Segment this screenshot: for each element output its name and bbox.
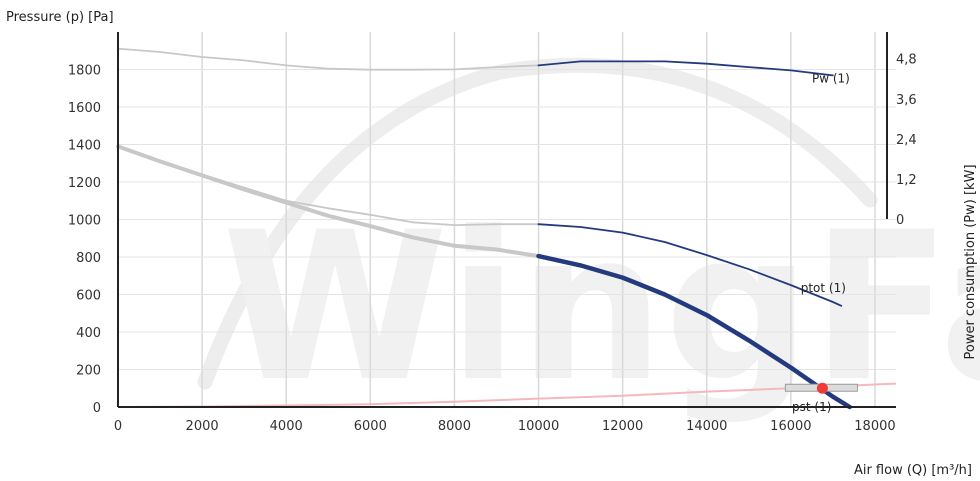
x-tick-label: 14000 bbox=[686, 419, 727, 434]
x-tick-label: 6000 bbox=[354, 419, 387, 434]
y-tick-label: 1000 bbox=[68, 214, 101, 229]
x-tick-label: 12000 bbox=[602, 419, 643, 434]
operating-point bbox=[816, 382, 828, 394]
operating-point-group bbox=[784, 382, 858, 394]
y2-tick-label: 3,6 bbox=[896, 93, 917, 108]
curve-pw-1-extended bbox=[117, 47, 540, 71]
y-axis-title: Pressure (p) [Pa] bbox=[6, 10, 114, 25]
x-tick-label: 0 bbox=[114, 419, 122, 434]
y2-tick-label: 0 bbox=[896, 213, 904, 228]
axes bbox=[117, 32, 896, 408]
y-tick-label: 400 bbox=[76, 326, 101, 341]
y2-axis-title: Power consumption (Pw) [kW] bbox=[963, 164, 978, 359]
x-tick-label: 4000 bbox=[270, 419, 303, 434]
curve-pw-1-operating bbox=[537, 60, 834, 77]
y2-tick-label: 2,4 bbox=[896, 133, 917, 148]
x-tick-label: 2000 bbox=[186, 419, 219, 434]
curve-label: Pw (1) bbox=[812, 71, 850, 85]
y-tick-label: 800 bbox=[76, 251, 101, 266]
curve-label: ptot (1) bbox=[801, 281, 846, 295]
x-tick-label: 8000 bbox=[438, 419, 471, 434]
grid bbox=[118, 32, 896, 407]
curve-labels: Pw (1) ptot (1) pst (1) bbox=[792, 71, 850, 414]
curve-pst-1-extended bbox=[116, 144, 541, 259]
x-tick-label: 18000 bbox=[854, 419, 895, 434]
x-tick-label: 10000 bbox=[518, 419, 559, 434]
curve-ptot-1-operating bbox=[537, 223, 843, 307]
y-tick-label: 600 bbox=[76, 289, 101, 304]
curve-label: pst (1) bbox=[792, 400, 831, 414]
y2-tick-label: 1,2 bbox=[896, 173, 917, 188]
y-tick-label: 1800 bbox=[68, 64, 101, 79]
x-axis-title: Air flow (Q) [m³/h] bbox=[854, 463, 972, 478]
watermark-text: WingFan bbox=[222, 189, 980, 427]
y-tick-label: 1200 bbox=[68, 176, 101, 191]
y-tick-label: 200 bbox=[76, 364, 101, 379]
tick-labels: 0 2000 4000 6000 8000 10000 12000 14000 16000 180… bbox=[68, 53, 917, 434]
y-tick-label: 1400 bbox=[68, 139, 101, 154]
y2-tick-label: 4,8 bbox=[896, 53, 917, 68]
y-tick-label: 0 bbox=[93, 401, 101, 416]
y-tick-label: 1600 bbox=[68, 101, 101, 116]
wingfan-watermark: WingFan bbox=[197, 57, 980, 427]
x-tick-label: 16000 bbox=[770, 419, 811, 434]
extended-curves bbox=[116, 47, 541, 259]
watermark-arc bbox=[197, 57, 878, 390]
